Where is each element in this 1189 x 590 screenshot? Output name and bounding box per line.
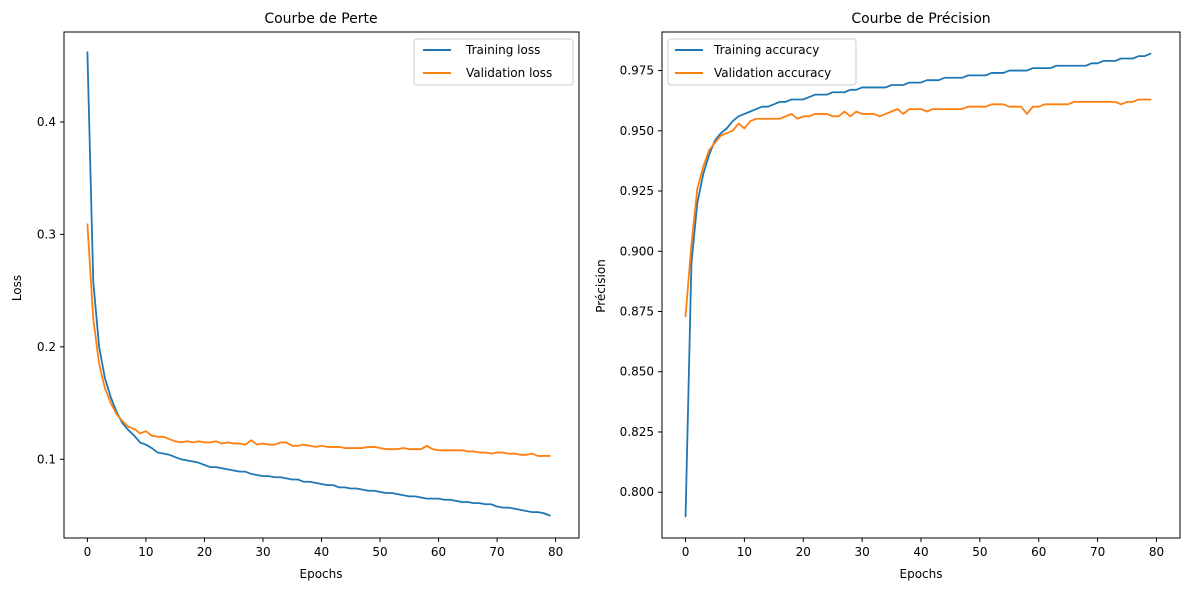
accuracy-ytick-label: 0.800 xyxy=(620,485,654,499)
loss-xtick-label: 10 xyxy=(138,545,153,559)
loss-xtick-label: 50 xyxy=(372,545,387,559)
loss-series-line-training xyxy=(86,51,551,517)
accuracy-ytick-label: 0.975 xyxy=(620,64,654,78)
loss-ytick-label: 0.3 xyxy=(37,227,56,241)
accuracy-xtick-label: 0 xyxy=(682,545,690,559)
accuracy-ytick-label: 0.850 xyxy=(620,365,654,379)
accuracy-chart-xlabel: Epochs xyxy=(900,567,943,581)
loss-xtick-label: 0 xyxy=(84,545,92,559)
accuracy-legend-box xyxy=(667,38,857,86)
accuracy-xtick-label: 60 xyxy=(1031,545,1046,559)
accuracy-xtick-label: 50 xyxy=(972,545,987,559)
accuracy-series-line-validation xyxy=(684,98,1152,318)
accuracy-chart-frame xyxy=(661,31,1181,539)
accuracy-chart-title: Courbe de Précision xyxy=(851,11,990,27)
loss-ytick-label: 0.4 xyxy=(37,115,56,129)
loss-xtick-label: 60 xyxy=(431,545,446,559)
accuracy-legend-label-training: Training accuracy xyxy=(713,43,819,57)
accuracy-series-line-training xyxy=(684,52,1152,518)
accuracy-chart-ylabel: Précision xyxy=(594,259,608,313)
accuracy-xtick-label: 20 xyxy=(796,545,811,559)
loss-chart-legend: Training loss Validation loss xyxy=(413,38,574,86)
loss-xtick-label: 30 xyxy=(255,545,270,559)
loss-legend-label-training: Training loss xyxy=(465,43,540,57)
loss-xtick-label: 20 xyxy=(197,545,212,559)
loss-chart-title: Courbe de Perte xyxy=(264,11,377,27)
accuracy-xtick-label: 80 xyxy=(1149,545,1164,559)
loss-legend-box xyxy=(413,38,574,86)
accuracy-chart-marks: 0 10 20 30 40 50 60 70 80 0.800 0.825 0.850 0.875 0.9… xyxy=(620,52,1164,559)
accuracy-ytick-label: 0.900 xyxy=(620,244,654,258)
accuracy-xtick-label: 40 xyxy=(913,545,928,559)
accuracy-ytick-label: 0.950 xyxy=(620,124,654,138)
loss-legend-label-validation: Validation loss xyxy=(466,66,552,80)
accuracy-xtick-label: 70 xyxy=(1090,545,1105,559)
loss-xtick-label: 70 xyxy=(489,545,504,559)
loss-chart-marks: 0 10 20 30 40 50 60 70 80 0.1 0.2 0.3 0.4 xyxy=(37,51,563,559)
accuracy-legend-label-validation: Validation accuracy xyxy=(714,66,831,80)
accuracy-ytick-label: 0.925 xyxy=(620,184,654,198)
accuracy-chart-legend: Training accuracy Validation accuracy xyxy=(667,38,857,86)
loss-chart-xlabel: Epochs xyxy=(300,567,343,581)
loss-ytick-label: 0.1 xyxy=(37,452,56,466)
accuracy-xtick-label: 10 xyxy=(737,545,752,559)
accuracy-ytick-label: 0.825 xyxy=(620,425,654,439)
accuracy-chart: Courbe de Précision Epochs Précision 0 10… xyxy=(594,11,1181,581)
loss-ytick-label: 0.2 xyxy=(37,340,56,354)
loss-chart: Courbe de Perte Epochs Loss 0 10 20 30 40 50 6… xyxy=(10,11,580,581)
loss-series-line-validation xyxy=(86,223,551,457)
loss-xtick-label: 80 xyxy=(548,545,563,559)
loss-chart-ylabel: Loss xyxy=(10,275,24,301)
accuracy-xtick-label: 30 xyxy=(854,545,869,559)
loss-xtick-label: 40 xyxy=(314,545,329,559)
loss-chart-frame xyxy=(63,31,580,539)
accuracy-ytick-label: 0.875 xyxy=(620,305,654,319)
